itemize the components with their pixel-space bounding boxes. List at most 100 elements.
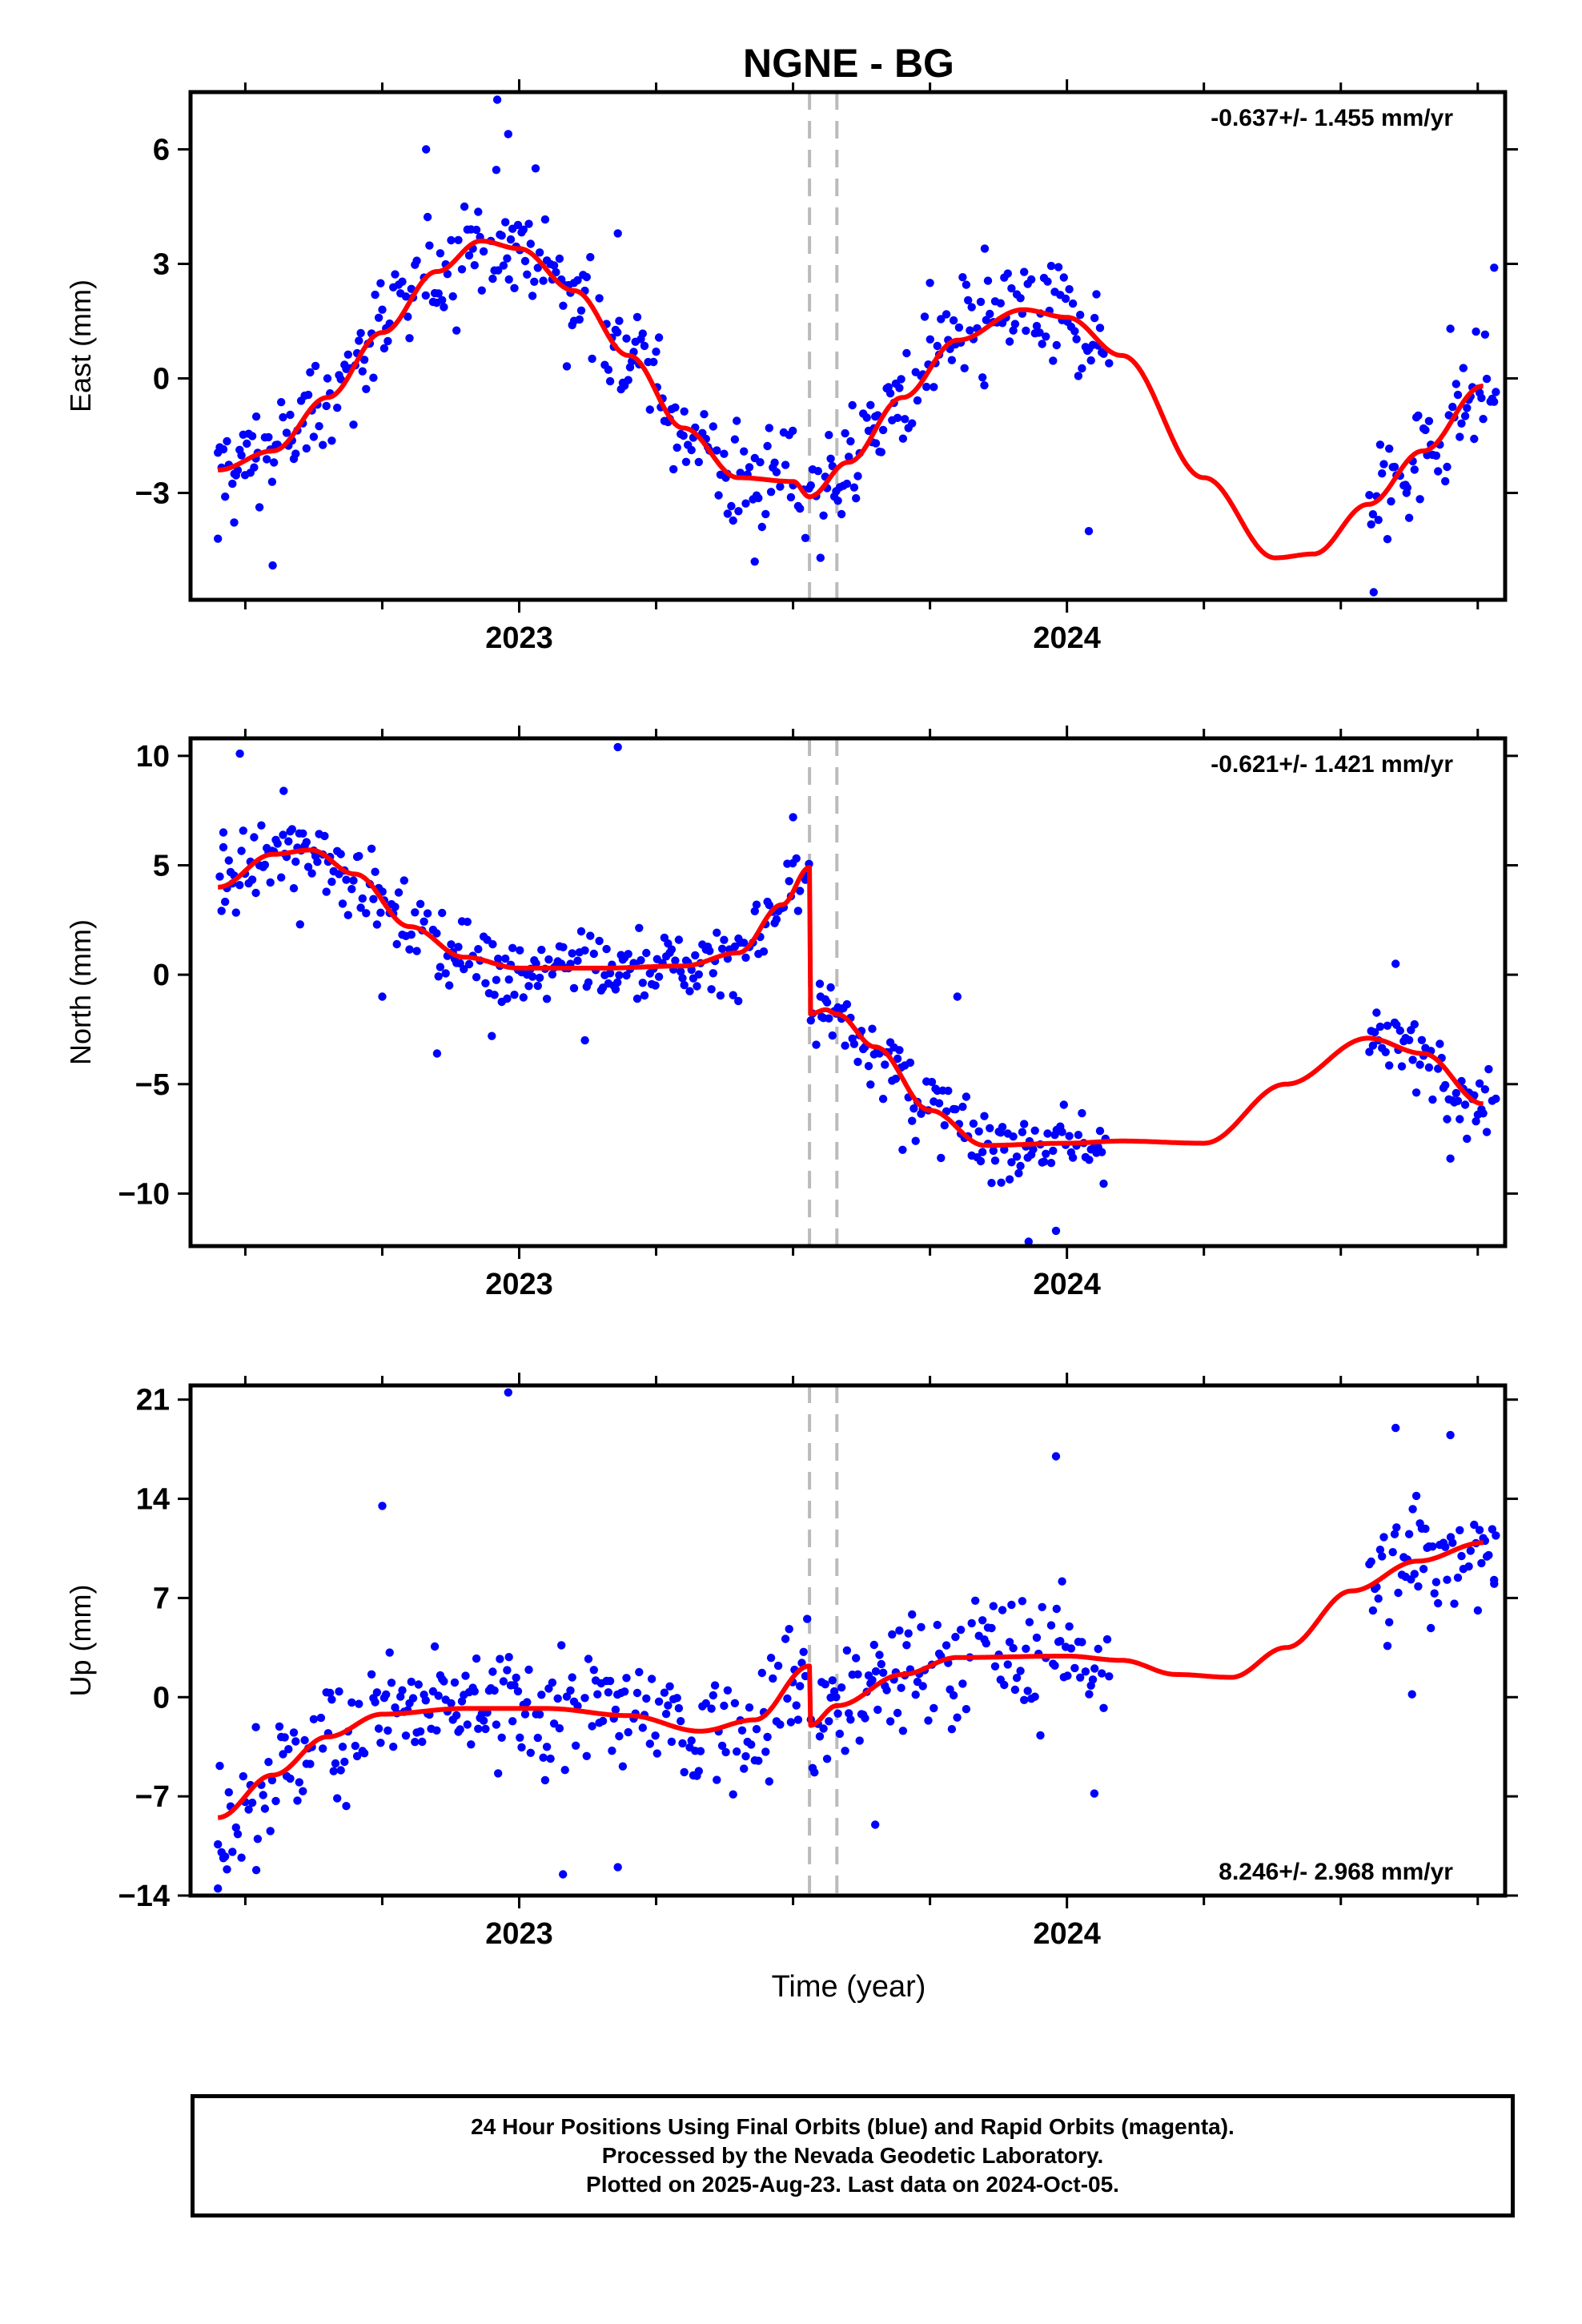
data-point <box>1392 1523 1401 1532</box>
data-point <box>849 483 859 492</box>
data-point <box>785 1625 793 1634</box>
data-point <box>709 969 717 978</box>
data-point <box>1446 1154 1455 1163</box>
data-point <box>765 424 773 432</box>
data-point <box>1470 434 1479 444</box>
data-point <box>680 407 689 416</box>
data-point <box>1007 283 1016 293</box>
data-point <box>1391 959 1400 968</box>
data-point <box>604 365 613 374</box>
data-point <box>398 1686 407 1695</box>
data-point <box>224 1787 233 1797</box>
data-point <box>826 454 835 463</box>
data-point <box>709 1691 717 1700</box>
data-point <box>1434 467 1443 476</box>
data-point <box>1009 1643 1018 1653</box>
data-point <box>781 460 790 469</box>
data-point <box>1453 1096 1463 1106</box>
data-point <box>888 1630 897 1639</box>
data-point <box>707 985 716 994</box>
data-point <box>214 1884 223 1893</box>
data-point <box>555 254 564 263</box>
data-point <box>1407 1690 1416 1699</box>
data-point <box>231 908 240 917</box>
data-point <box>1070 327 1079 336</box>
data-point <box>812 1040 821 1049</box>
data-point <box>539 1753 548 1762</box>
data-point <box>908 1610 917 1619</box>
data-point <box>423 212 432 222</box>
data-point <box>902 1641 911 1650</box>
data-point <box>982 1638 991 1648</box>
data-point <box>488 1031 496 1040</box>
data-point <box>772 915 781 924</box>
data-point <box>336 1766 345 1775</box>
data-point <box>391 903 400 911</box>
data-point <box>1068 1153 1078 1162</box>
panel-up: 2023 2024 −14 −7 0 7 14 21 Up (mm) 8.246+/- 2.968… <box>64 1373 1518 1951</box>
data-point <box>333 404 342 412</box>
data-point <box>374 313 383 322</box>
data-point <box>677 1717 685 1726</box>
data-point <box>769 1674 777 1683</box>
data-point <box>303 862 313 871</box>
data-point <box>299 829 307 838</box>
x-tick-label: 2024 <box>1033 1268 1101 1301</box>
data-point <box>701 1699 710 1708</box>
data-point <box>1479 1109 1488 1118</box>
data-point <box>1452 380 1461 388</box>
data-point <box>279 786 288 795</box>
data-point <box>737 1726 747 1735</box>
data-point <box>845 452 853 461</box>
data-point <box>421 291 430 300</box>
data-point <box>589 1666 598 1675</box>
data-point <box>816 553 825 562</box>
data-point <box>408 1694 418 1703</box>
data-point <box>1030 1126 1039 1136</box>
data-point <box>250 833 259 842</box>
data-point <box>443 270 452 279</box>
data-point <box>526 1748 535 1757</box>
data-point <box>873 1705 882 1715</box>
data-point <box>895 1626 904 1635</box>
data-point <box>966 326 974 335</box>
data-point <box>291 449 300 458</box>
data-point <box>452 326 461 335</box>
data-point <box>792 854 801 863</box>
data-point <box>635 923 644 933</box>
data-point <box>595 294 604 303</box>
data-point <box>576 927 586 936</box>
data-point <box>1479 415 1488 424</box>
data-point <box>302 444 311 453</box>
data-point <box>1368 1606 1378 1615</box>
data-point <box>861 1714 869 1723</box>
data-point <box>752 900 761 909</box>
data-point <box>329 1767 338 1775</box>
data-point <box>568 1673 576 1682</box>
data-point <box>523 270 532 279</box>
data-point <box>1038 340 1046 348</box>
data-point <box>983 276 993 285</box>
data-point <box>611 985 620 994</box>
data-point <box>434 1691 443 1700</box>
data-point <box>233 1830 243 1839</box>
data-point <box>524 1665 533 1675</box>
data-point <box>882 1686 891 1695</box>
data-point <box>661 1710 671 1719</box>
data-point <box>897 1683 905 1692</box>
data-point <box>901 415 909 424</box>
data-point <box>990 1156 1000 1165</box>
data-point <box>1408 1055 1417 1064</box>
data-point <box>343 350 352 359</box>
data-point <box>569 279 579 287</box>
data-point <box>255 503 264 512</box>
data-point <box>1095 1127 1105 1136</box>
data-point <box>745 1703 754 1712</box>
data-point <box>611 1705 620 1715</box>
data-point <box>1427 1623 1435 1633</box>
data-point <box>1492 1094 1500 1104</box>
data-point <box>506 235 516 244</box>
data-point <box>1446 1430 1455 1440</box>
data-point <box>796 1682 805 1691</box>
data-point <box>853 1670 862 1679</box>
